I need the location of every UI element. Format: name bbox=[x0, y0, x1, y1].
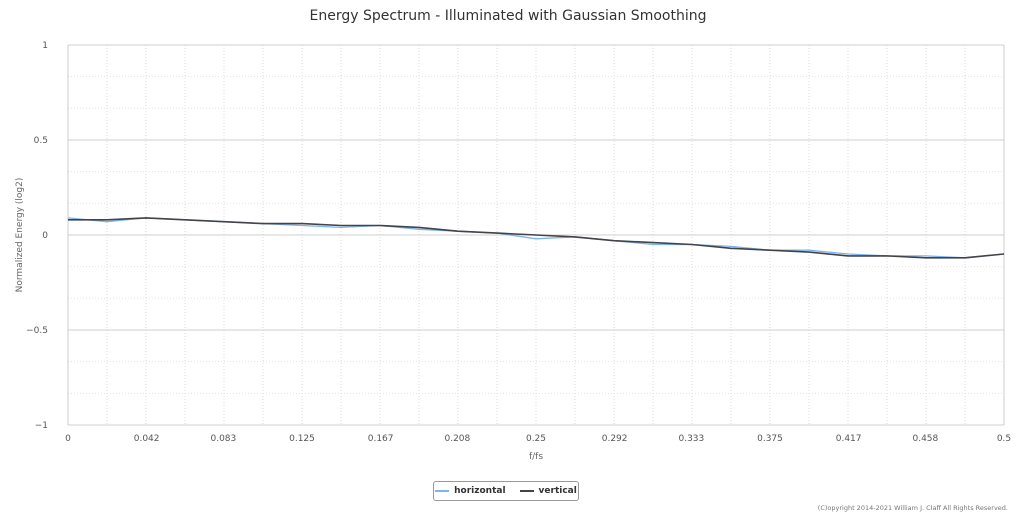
copyright-notice: (C)opyright 2014-2021 William J. Claff A… bbox=[817, 504, 1008, 512]
x-tick-label: 0.417 bbox=[836, 434, 862, 444]
x-tick-label: 0.083 bbox=[210, 434, 236, 444]
x-tick-label: 0.208 bbox=[444, 434, 470, 444]
legend-item-vertical[interactable]: vertical bbox=[519, 486, 577, 496]
x-tick-label: 0.25 bbox=[526, 434, 546, 444]
y-tick-label: 0 bbox=[42, 231, 48, 241]
x-tick-label: 0 bbox=[65, 434, 71, 444]
y-tick-label: 1 bbox=[42, 41, 48, 51]
y-tick-label: −1 bbox=[35, 421, 48, 431]
chart-title: Energy Spectrum - Illuminated with Gauss… bbox=[310, 8, 707, 24]
series-layer bbox=[67, 217, 1005, 259]
grid bbox=[67, 44, 1005, 426]
x-tick-label: 0.458 bbox=[912, 434, 938, 444]
x-tick-label: 0.5 bbox=[997, 434, 1011, 444]
y-tick-label: 0.5 bbox=[34, 136, 48, 146]
x-tick-label: 0.375 bbox=[757, 434, 783, 444]
tick-labels: 1 0.5 0 −0.5 −1 0 0.042 0.083 0.125 0.167 0.208 0.2… bbox=[26, 41, 1011, 444]
series-line-vertical bbox=[68, 217, 1005, 259]
x-tick-label: 0.333 bbox=[678, 434, 704, 444]
x-axis-label: f/fs bbox=[529, 452, 543, 462]
legend-item-horizontal[interactable]: horizontal bbox=[435, 486, 506, 496]
x-tick-label: 0.125 bbox=[289, 434, 315, 444]
legend-swatch-horizontal bbox=[435, 490, 450, 492]
y-axis-label: Normalized Energy (log2) bbox=[15, 178, 25, 293]
legend-swatch-vertical bbox=[519, 490, 534, 492]
x-tick-label: 0.042 bbox=[134, 434, 160, 444]
legend-label-vertical: vertical bbox=[538, 486, 577, 496]
legend: horizontal vertical bbox=[433, 481, 579, 501]
legend-label-horizontal: horizontal bbox=[454, 486, 506, 496]
x-tick-label: 0.167 bbox=[368, 434, 394, 444]
x-tick-label: 0.292 bbox=[602, 434, 628, 444]
y-tick-label: −0.5 bbox=[26, 326, 48, 336]
